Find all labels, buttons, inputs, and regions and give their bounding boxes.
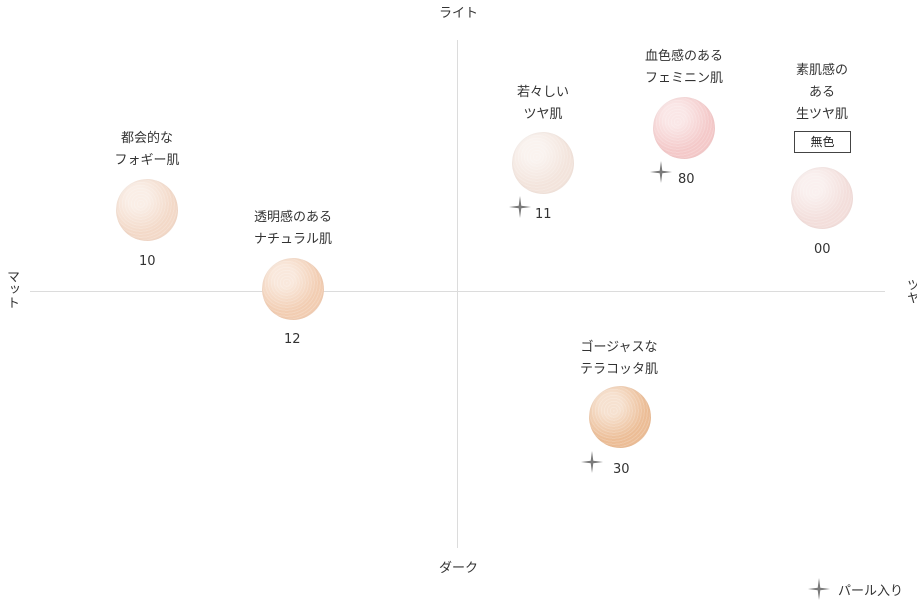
caption-line: ある xyxy=(808,85,836,100)
item-30-caption: ゴージャスな テラコッタ肌 xyxy=(580,337,658,381)
shade-code-80: 80 xyxy=(678,172,695,187)
caption-line: 血色感のある xyxy=(644,49,724,64)
axis-label-left: マット xyxy=(4,270,19,309)
powder-swatch-10 xyxy=(116,179,178,241)
powder-swatch-80 xyxy=(653,97,715,159)
axis-label-bottom: ダーク xyxy=(438,561,478,576)
sparkle-icon xyxy=(808,578,830,600)
powder-swatch-11 xyxy=(512,132,574,194)
item-00-caption: 素肌感の ある 生ツヤ肌 xyxy=(796,60,848,126)
shade-code-10: 10 xyxy=(139,254,156,269)
item-11-caption: 若々しい ツヤ肌 xyxy=(517,82,569,126)
caption-line: ナチュラル肌 xyxy=(253,232,333,247)
sparkle-icon xyxy=(650,161,672,183)
legend: パール入り xyxy=(808,578,903,600)
powder-swatch-00 xyxy=(791,167,853,229)
caption-line: 透明感のある xyxy=(253,210,333,225)
axis-label-top: ライト xyxy=(438,6,478,21)
colorless-badge: 無色 xyxy=(794,131,851,153)
shade-code-00: 00 xyxy=(814,242,831,257)
caption-line: ゴージャスな xyxy=(580,340,658,355)
caption-line: テラコッタ肌 xyxy=(579,362,659,377)
axis-label-right: ツヤ xyxy=(904,278,917,304)
sparkle-icon xyxy=(509,196,531,218)
legend-label: パール入り xyxy=(838,583,904,599)
powder-swatch-12 xyxy=(262,258,324,320)
vertical-axis-line xyxy=(457,40,458,548)
item-80-caption: 血色感のある フェミニン肌 xyxy=(645,46,723,90)
powder-swatch-30 xyxy=(589,386,651,448)
caption-line: 生ツヤ肌 xyxy=(795,107,849,122)
caption-line: フォギー肌 xyxy=(114,153,180,168)
caption-line: 素肌感の xyxy=(795,63,849,78)
caption-line: 若々しい xyxy=(516,85,570,100)
item-12-caption: 透明感のある ナチュラル肌 xyxy=(254,207,332,251)
shade-code-12: 12 xyxy=(284,332,301,347)
caption-line: フェミニン肌 xyxy=(644,71,724,86)
sparkle-icon xyxy=(581,451,603,473)
item-10-caption: 都会的な フォギー肌 xyxy=(114,128,179,172)
caption-line: ツヤ肌 xyxy=(523,107,563,122)
shade-code-30: 30 xyxy=(613,462,630,477)
shade-code-11: 11 xyxy=(535,207,552,222)
caption-line: 都会的な xyxy=(120,131,174,146)
